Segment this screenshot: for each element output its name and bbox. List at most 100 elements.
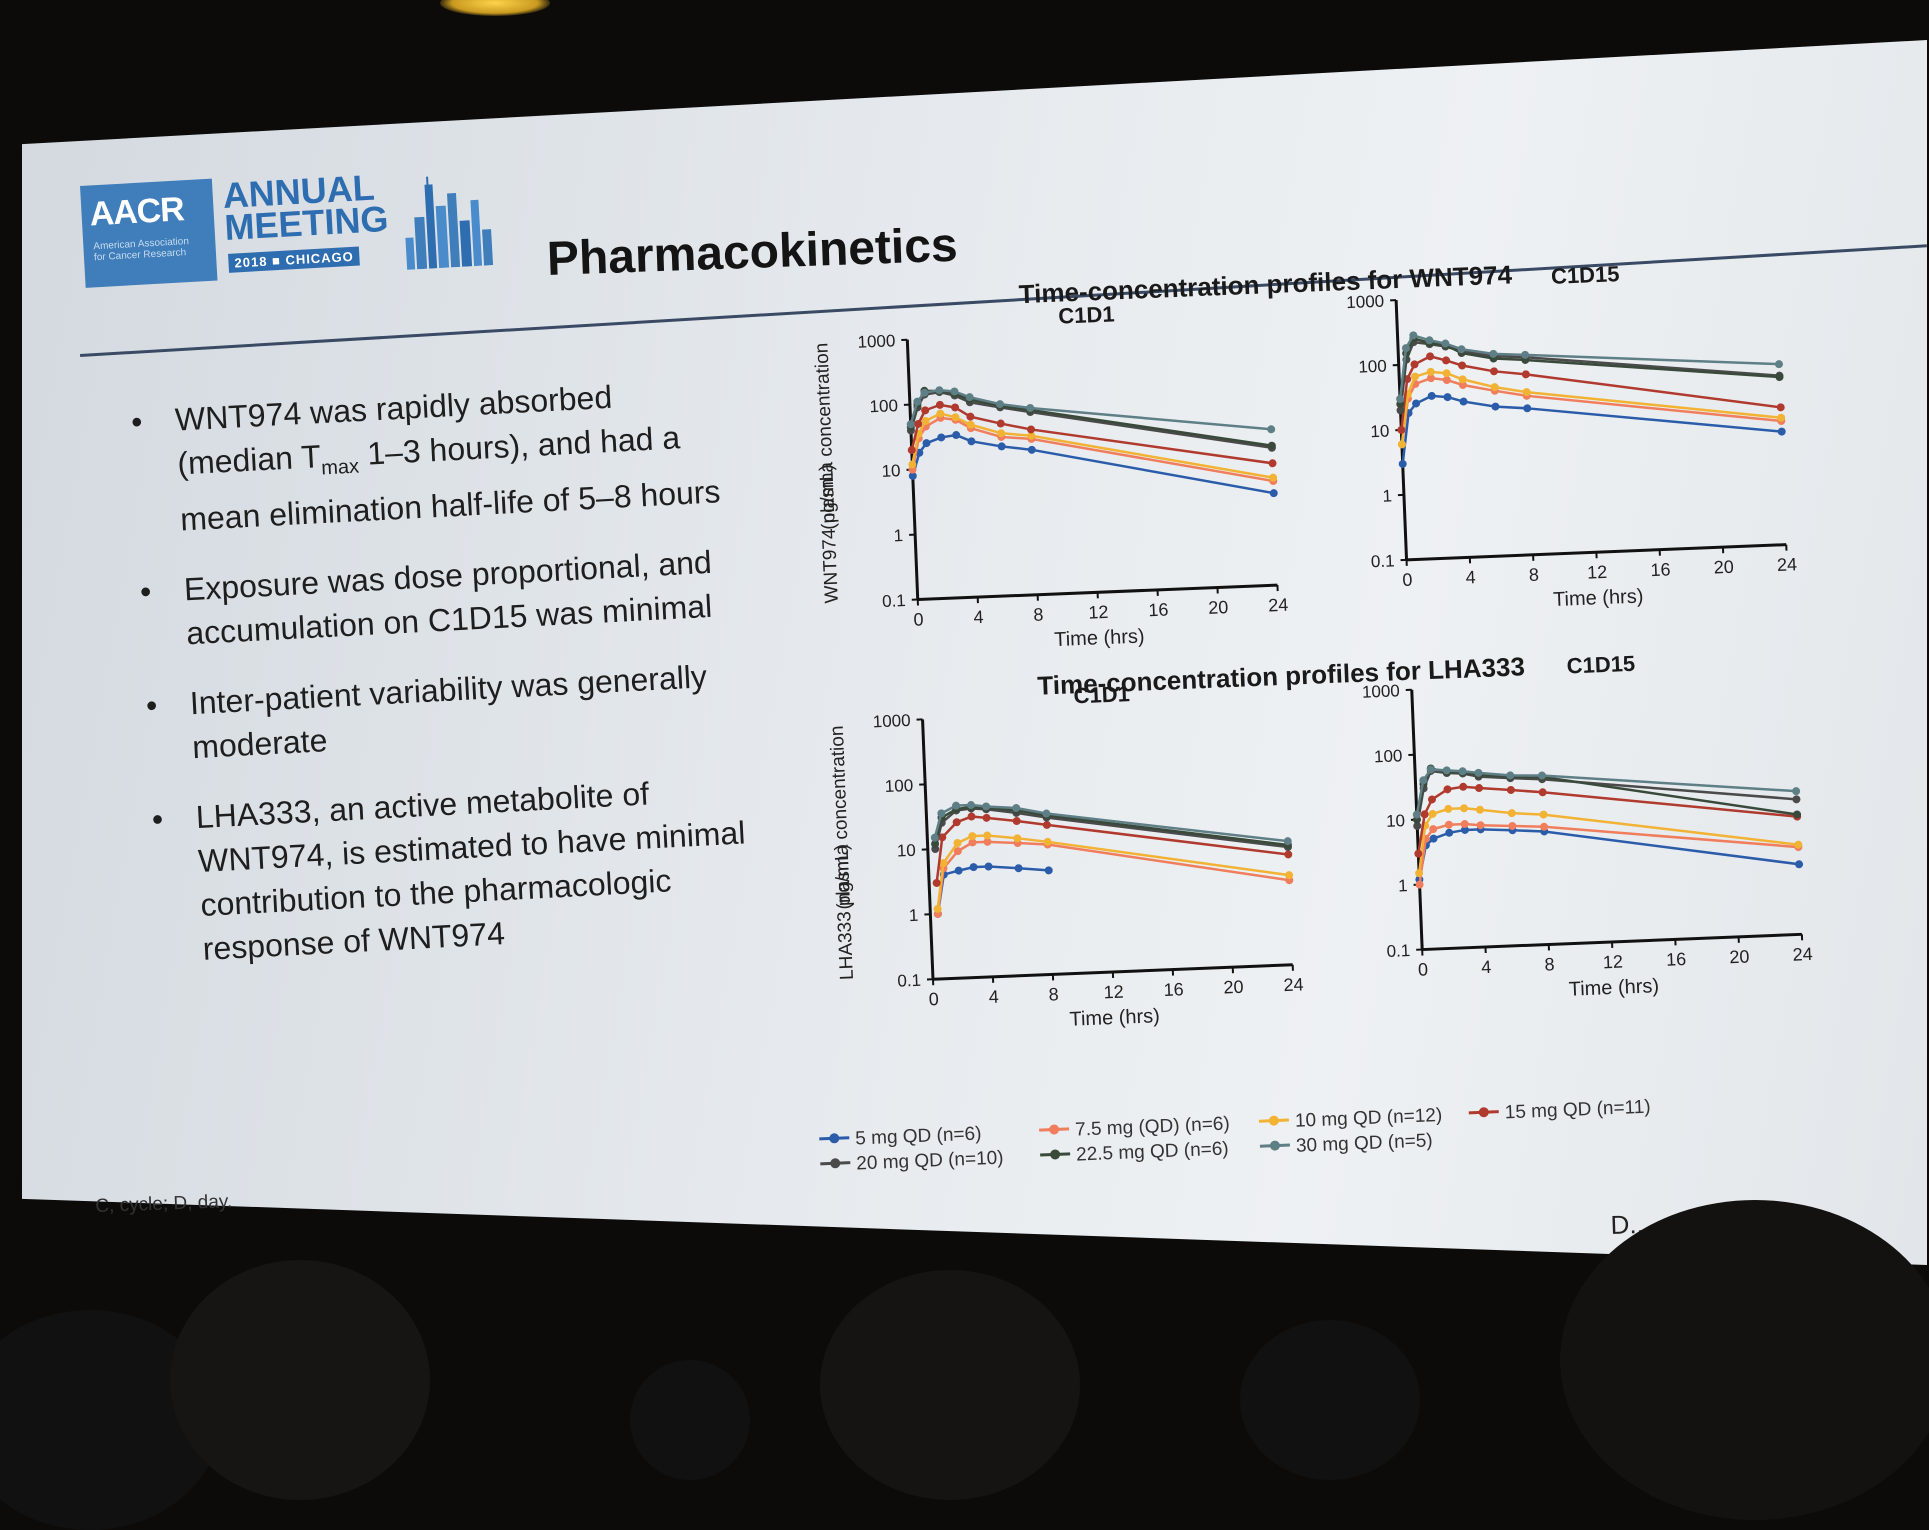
x-tick-label: 4	[988, 987, 999, 1007]
legend-label: 5 mg QD (n=6)	[855, 1123, 982, 1149]
data-point	[1475, 784, 1483, 792]
data-point	[1490, 367, 1498, 375]
audience-head	[1240, 1320, 1420, 1480]
legend-marker	[1049, 1124, 1059, 1134]
x-tick-label: 16	[1148, 599, 1169, 620]
stage-light	[440, 0, 550, 16]
x-tick-label: 12	[1602, 952, 1623, 973]
data-point	[1270, 489, 1278, 497]
x-tick-label: 8	[1544, 954, 1555, 974]
data-point	[969, 863, 977, 871]
bullet-item: • WNT974 was rapidly absorbed (median Tm…	[130, 369, 737, 545]
data-point	[937, 433, 945, 441]
data-point	[1777, 403, 1785, 411]
y-axis-label-unit: (ng/mL)	[816, 464, 840, 530]
data-point	[1539, 810, 1547, 818]
data-point	[1792, 795, 1800, 803]
data-point	[1445, 821, 1453, 829]
data-point	[1476, 806, 1484, 814]
y-tick-label: 1000	[1362, 681, 1401, 702]
data-point	[1507, 786, 1515, 794]
data-point	[1444, 805, 1452, 813]
legend-marker	[1050, 1149, 1060, 1159]
data-point	[1491, 402, 1499, 410]
x-tick-label: 16	[1650, 559, 1671, 580]
data-point	[1775, 360, 1783, 368]
data-point	[1442, 369, 1450, 377]
bullet-text: LHA333, an active metabolite of WNT974, …	[195, 776, 746, 968]
data-point	[982, 814, 990, 822]
series-line	[1415, 756, 1797, 826]
chart-panel-title: C1D15	[1566, 651, 1635, 679]
legend-label: 7.5 mg (QD) (n=6)	[1075, 1113, 1230, 1140]
x-axis-label: Time (hrs)	[1054, 625, 1145, 651]
data-point	[967, 437, 975, 445]
data-point	[1427, 368, 1435, 376]
chart-panel-title: C1D1	[1058, 301, 1115, 328]
y-tick-label: 10	[881, 461, 901, 481]
event-year: 2018 ■ CHICAGO	[228, 247, 360, 273]
aacr-brand: AACR	[89, 190, 185, 234]
y-tick-label: 10	[1370, 421, 1390, 441]
data-point	[1013, 817, 1021, 825]
data-point	[1428, 392, 1436, 400]
data-point	[1459, 783, 1467, 791]
x-tick-label: 8	[1529, 565, 1540, 585]
series-line	[911, 422, 1274, 507]
chart-panel-title: C1D1	[1073, 681, 1130, 708]
data-point	[1523, 404, 1531, 412]
x-tick-label: 12	[1103, 982, 1124, 1003]
x-axis-label: Time (hrs)	[1568, 975, 1659, 1001]
legend-marker	[829, 1133, 839, 1143]
data-point	[1399, 460, 1407, 468]
series-line	[1398, 321, 1780, 399]
data-point	[998, 442, 1006, 450]
legend-marker	[830, 1158, 840, 1168]
x-tick-label: 4	[1481, 957, 1492, 977]
series-line	[910, 392, 1273, 478]
legend-label: 10 mg QD (n=12)	[1295, 1105, 1443, 1132]
bullet-dot-icon: •	[145, 683, 158, 728]
x-tick-label: 8	[1033, 605, 1044, 625]
data-point	[1267, 425, 1275, 433]
y-tick-label: 1000	[1346, 292, 1385, 313]
bullet-item: • LHA333, an active metabolite of WNT974…	[151, 766, 759, 973]
x-tick-label: 20	[1713, 557, 1734, 578]
y-tick-label: 0.1	[897, 971, 921, 991]
data-point	[1421, 810, 1429, 818]
series-line	[909, 377, 1271, 444]
y-tick-label: 100	[884, 776, 913, 796]
audience-head	[820, 1270, 1080, 1500]
bullet-dot-icon: •	[130, 399, 143, 444]
data-point	[1284, 850, 1292, 858]
data-point	[954, 866, 962, 874]
y-tick-label: 1	[1398, 876, 1408, 895]
x-axis-label: Time (hrs)	[1553, 585, 1644, 611]
data-point	[1028, 446, 1036, 454]
x-tick-label: 0	[1418, 959, 1429, 979]
pk-charts-svg: Time-concentration profiles for WNT974C1…	[775, 240, 1921, 1204]
x-tick-label: 0	[913, 609, 924, 629]
data-point	[1043, 821, 1051, 829]
bullet-dot-icon: •	[139, 570, 152, 615]
series-line	[936, 864, 1050, 914]
x-tick-label: 4	[1465, 567, 1476, 587]
y-axis-label-unit: (ng/mL)	[831, 844, 855, 910]
bullet-item: • Exposure was dose proportional, and ac…	[139, 539, 743, 658]
bullet-item: • Inter-patient variability was generall…	[145, 653, 749, 772]
footnote: C, cycle; D, day.	[95, 1191, 233, 1218]
conference-logo: AACR American Association for Cancer Res…	[80, 163, 497, 294]
x-tick-label: 16	[1666, 949, 1687, 970]
series-line	[909, 377, 1271, 460]
data-point	[921, 406, 929, 414]
data-point	[1792, 787, 1800, 795]
data-point	[997, 419, 1005, 427]
data-point	[1268, 459, 1276, 467]
bullet-subscript: max	[321, 456, 360, 480]
x-tick-label: 24	[1268, 595, 1289, 616]
series-line	[1398, 342, 1781, 430]
skyline-icon	[400, 173, 495, 270]
data-point	[1522, 370, 1530, 378]
data-point	[968, 832, 976, 840]
audience-head	[170, 1260, 430, 1500]
